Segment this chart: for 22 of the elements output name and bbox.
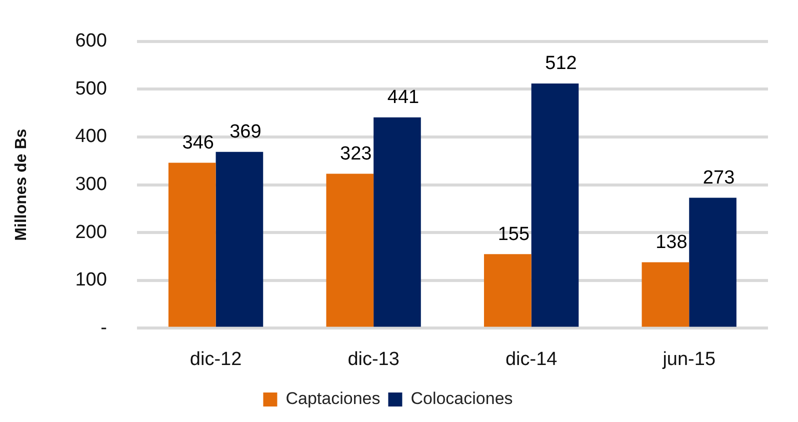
data-label: 512 <box>545 53 577 74</box>
x-tick-label: dic-13 <box>348 348 400 370</box>
x-tick-label: dic-14 <box>505 348 558 370</box>
data-label: 346 <box>182 132 214 154</box>
x-tick-label: jun-15 <box>662 348 716 370</box>
data-label: 155 <box>498 224 530 245</box>
y-tick-label: 200 <box>75 222 107 243</box>
y-tick-label: - <box>100 317 107 338</box>
data-label: 138 <box>656 232 688 253</box>
y-tick-label: 400 <box>75 126 107 148</box>
data-label: 369 <box>230 122 262 143</box>
legend-label: Captaciones <box>286 389 380 408</box>
legend-label: Colocaciones <box>410 389 513 408</box>
y-tick-label: 500 <box>75 78 107 100</box>
x-tick-label: dic-12 <box>190 348 242 370</box>
data-label: 323 <box>340 144 372 165</box>
y-axis-title: Millones de Bs <box>13 128 30 241</box>
data-label: 273 <box>702 167 735 188</box>
y-tick-label: 600 <box>75 30 107 52</box>
y-tick-label: 300 <box>75 174 107 196</box>
y-tick-label: 100 <box>75 270 107 291</box>
data-label: 441 <box>387 87 420 108</box>
